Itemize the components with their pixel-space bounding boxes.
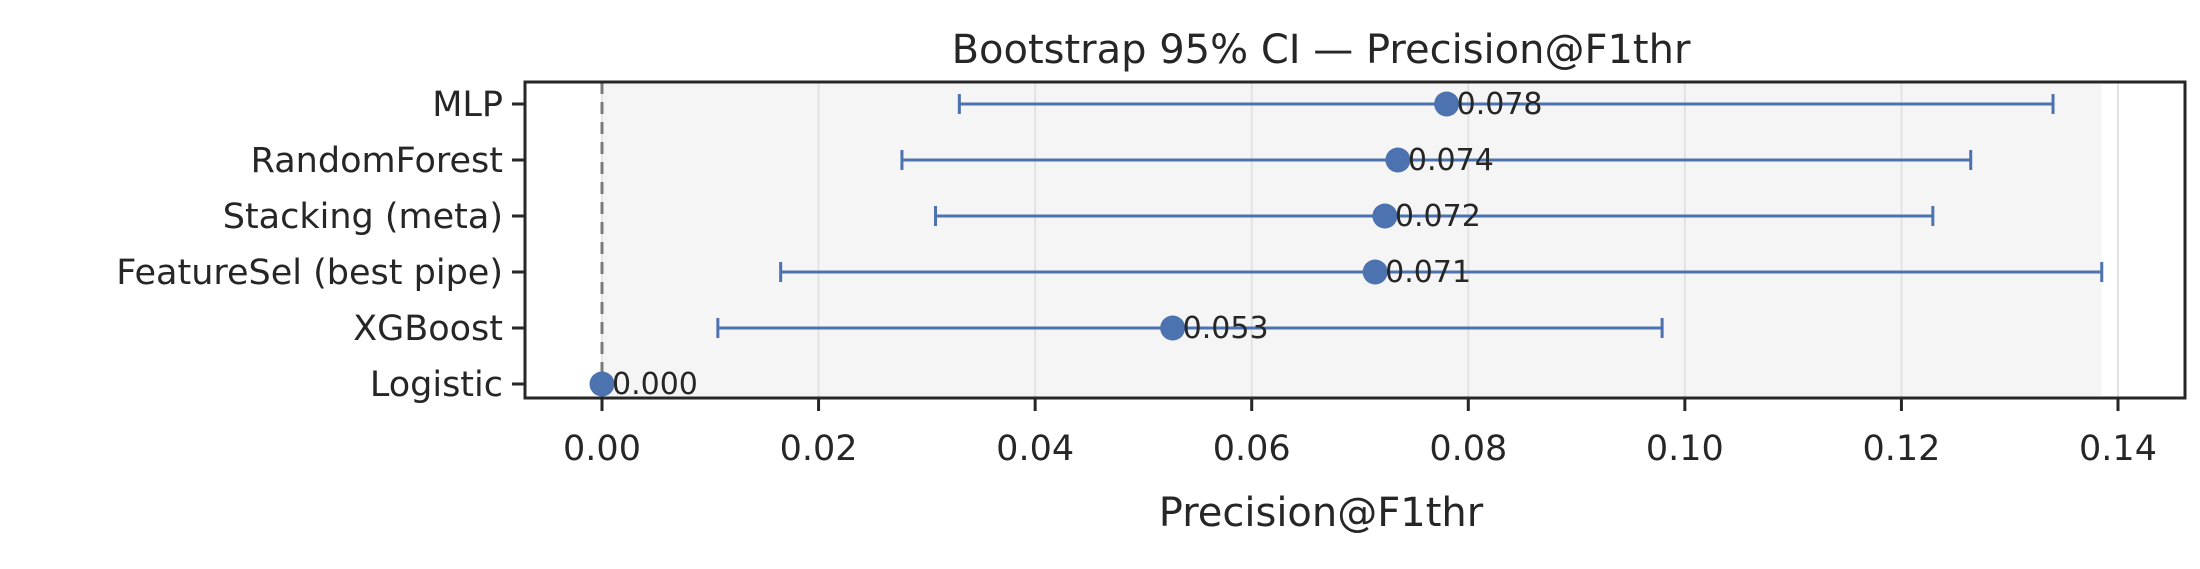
- chart-title: Bootstrap 95% CI — Precision@F1thr: [952, 27, 1691, 73]
- x-tick-label: 0.10: [1646, 429, 1724, 469]
- data-label: 0.074: [1408, 143, 1494, 178]
- x-tick-label: 0.06: [1213, 429, 1291, 469]
- y-tick-label: FeatureSel (best pipe): [116, 253, 503, 293]
- shaded-band: [602, 84, 2102, 396]
- y-tick-label: Stacking (meta): [223, 197, 503, 237]
- data-point: [1372, 203, 1398, 229]
- data-label: 0.053: [1183, 311, 1269, 346]
- data-point: [1160, 315, 1186, 341]
- y-tick-label: RandomForest: [251, 141, 503, 181]
- data-label: 0.071: [1385, 255, 1471, 290]
- x-tick-label: 0.00: [563, 429, 641, 469]
- x-tick-label: 0.04: [996, 429, 1074, 469]
- data-label: 0.072: [1395, 199, 1481, 234]
- data-label: 0.078: [1457, 87, 1543, 122]
- plot-area: 0.078 MLP 0.074 RandomForest 0.072 Stacking (…: [116, 80, 2187, 469]
- data-point: [1385, 147, 1411, 173]
- x-tick-label: 0.08: [1429, 429, 1507, 469]
- x-tick-label: 0.02: [780, 429, 858, 469]
- y-tick-label: XGBoost: [353, 309, 503, 349]
- x-tick-label: 0.14: [2079, 429, 2157, 469]
- data-point: [1362, 259, 1388, 285]
- data-label: 0.000: [612, 367, 698, 402]
- y-tick-label: MLP: [432, 85, 503, 125]
- y-tick-label: Logistic: [370, 365, 503, 405]
- x-axis-label: Precision@F1thr: [1159, 490, 1484, 536]
- axes-frame: [523, 80, 2187, 400]
- x-tick-label: 0.12: [1862, 429, 1940, 469]
- data-point: [1434, 91, 1460, 117]
- data-point: [589, 371, 615, 397]
